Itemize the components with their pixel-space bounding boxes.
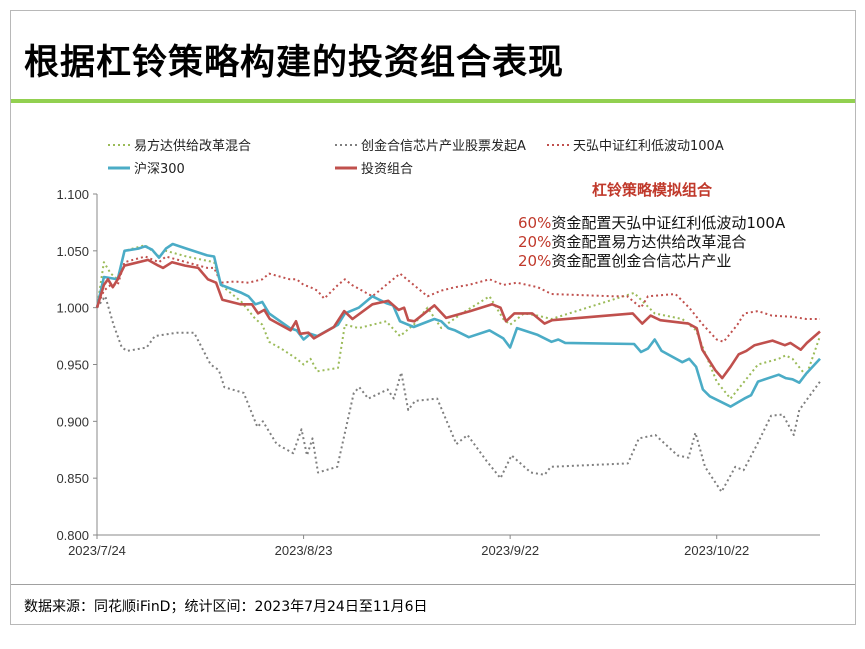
slide-frame	[10, 10, 856, 625]
legend-label: 天弘中证红利低波动100A	[573, 138, 724, 154]
annotation-title: 杠铃策略模拟组合	[592, 181, 713, 199]
y-tick-label: 0.900	[56, 414, 89, 429]
title-divider	[11, 99, 855, 103]
y-tick-label: 0.950	[56, 358, 89, 373]
series-line	[96, 255, 820, 343]
series-line	[95, 258, 821, 380]
slide-title: 根据杠铃策略构建的投资组合表现	[24, 43, 565, 83]
annotation-line: 20%资金配置易方达供给改革混合	[518, 233, 746, 251]
annotation-pct: 20%	[518, 233, 551, 251]
annotation-line: 20%资金配置创金合信芯片产业	[518, 252, 731, 270]
series-line	[96, 295, 821, 493]
x-tick-label: 2023/9/22	[481, 543, 539, 558]
y-tick-label: 1.050	[56, 244, 89, 259]
y-tick-label: 0.850	[56, 471, 89, 486]
annotation-text: 资金配置天弘中证红利低波动100A	[551, 214, 786, 232]
annotation-text: 资金配置创金合信芯片产业	[551, 252, 731, 270]
annotation-line: 60%资金配置天弘中证红利低波动100A	[518, 214, 786, 232]
y-tick-label: 1.100	[56, 187, 89, 202]
x-tick-label: 2023/8/23	[275, 543, 333, 558]
axes: 0.800 0.850 0.900 0.950 1.000 1.050 1.100 2023/…	[56, 187, 820, 558]
series-lines	[95, 242, 821, 493]
x-tick-label: 2023/10/22	[684, 543, 749, 558]
series-line	[96, 244, 821, 400]
legend: 易方达供给改革混合 创金合信芯片产业股票发起A 天弘中证红利低波动100A 沪深300…	[108, 138, 724, 177]
legend-label: 易方达供给改革混合	[134, 138, 251, 154]
strategy-annotation: 杠铃策略模拟组合 60%资金配置天弘中证红利低波动100A 20%资金配置易方达…	[518, 181, 786, 270]
series-line	[95, 242, 821, 408]
y-tick-label: 1.000	[56, 301, 89, 316]
data-source-note: 数据来源：同花顺iFinD；统计区间：2023年7月24日至11月6日	[24, 599, 428, 615]
footer-divider	[11, 584, 855, 585]
annotation-pct: 20%	[518, 252, 551, 270]
legend-label: 创金合信芯片产业股票发起A	[361, 138, 526, 154]
legend-label: 投资组合	[361, 161, 413, 177]
y-tick-label: 0.800	[56, 528, 89, 543]
annotation-text: 资金配置易方达供给改革混合	[551, 233, 746, 251]
annotation-pct: 60%	[518, 214, 551, 232]
legend-label: 沪深300	[134, 161, 185, 177]
x-tick-label: 2023/7/24	[68, 543, 126, 558]
